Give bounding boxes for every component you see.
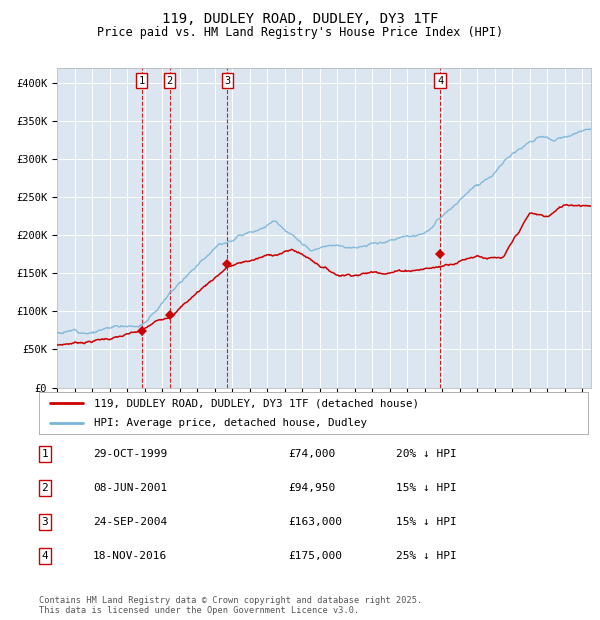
Text: 1: 1	[41, 449, 49, 459]
Text: Contains HM Land Registry data © Crown copyright and database right 2025.
This d: Contains HM Land Registry data © Crown c…	[39, 596, 422, 615]
Text: 18-NOV-2016: 18-NOV-2016	[93, 551, 167, 561]
Text: 25% ↓ HPI: 25% ↓ HPI	[396, 551, 457, 561]
Text: 15% ↓ HPI: 15% ↓ HPI	[396, 517, 457, 527]
Text: £163,000: £163,000	[288, 517, 342, 527]
Text: 24-SEP-2004: 24-SEP-2004	[93, 517, 167, 527]
Text: 08-JUN-2001: 08-JUN-2001	[93, 483, 167, 493]
Text: 1: 1	[139, 76, 145, 86]
Text: 20% ↓ HPI: 20% ↓ HPI	[396, 449, 457, 459]
Text: 15% ↓ HPI: 15% ↓ HPI	[396, 483, 457, 493]
Text: Price paid vs. HM Land Registry's House Price Index (HPI): Price paid vs. HM Land Registry's House …	[97, 26, 503, 39]
Text: 4: 4	[41, 551, 49, 561]
Text: 2: 2	[167, 76, 173, 86]
Text: 119, DUDLEY ROAD, DUDLEY, DY3 1TF (detached house): 119, DUDLEY ROAD, DUDLEY, DY3 1TF (detac…	[94, 398, 419, 408]
Text: 2: 2	[41, 483, 49, 493]
Text: 119, DUDLEY ROAD, DUDLEY, DY3 1TF: 119, DUDLEY ROAD, DUDLEY, DY3 1TF	[162, 12, 438, 27]
Text: 3: 3	[224, 76, 230, 86]
Text: £94,950: £94,950	[288, 483, 335, 493]
Text: 4: 4	[437, 76, 443, 86]
Text: £74,000: £74,000	[288, 449, 335, 459]
Text: £175,000: £175,000	[288, 551, 342, 561]
Text: 29-OCT-1999: 29-OCT-1999	[93, 449, 167, 459]
Text: HPI: Average price, detached house, Dudley: HPI: Average price, detached house, Dudl…	[94, 418, 367, 428]
Text: 3: 3	[41, 517, 49, 527]
